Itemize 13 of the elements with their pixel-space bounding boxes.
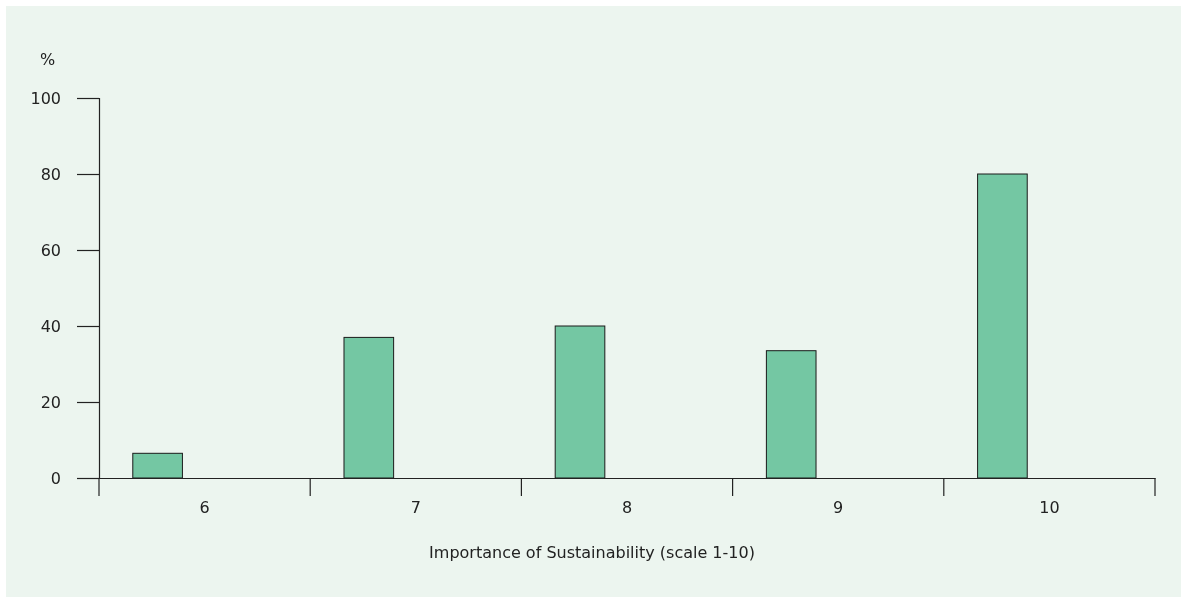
y-tick-label: 60	[40, 240, 61, 260]
y-tick-label: 0	[50, 468, 61, 488]
y-tick-label: 100	[30, 88, 61, 108]
y-tick-label: 20	[40, 392, 61, 412]
y-tick-label: 40	[40, 316, 61, 336]
x-tick-label: 10	[1039, 498, 1060, 518]
x-tick-label: 7	[410, 498, 421, 518]
y-axis-title: %	[40, 50, 56, 69]
x-tick-label: 9	[833, 498, 844, 518]
x-axis-title: Importance of Sustainability (scale 1-10)	[429, 543, 755, 562]
x-tick-label: 8	[621, 498, 633, 518]
y-tick-label: 80	[40, 164, 61, 184]
x-tick-label: 6	[199, 498, 210, 518]
